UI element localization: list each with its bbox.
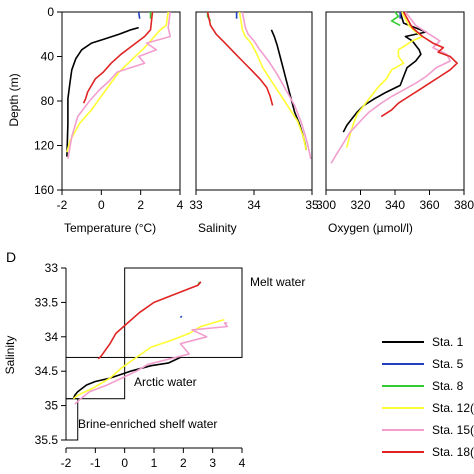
- oxygen-line-sta180: [380, 11, 458, 118]
- temperature-axis-label: Temperature (°C): [64, 221, 156, 235]
- salinity-frame: [195, 11, 313, 191]
- ts-line-sta1: [72, 356, 181, 400]
- temperature-lines: [66, 11, 171, 159]
- salinity-xtick-label: 34: [247, 198, 261, 212]
- ts-line-sta5: [179, 315, 183, 319]
- temperature-xtick-label: 2: [137, 198, 144, 212]
- ts-line-sta180: [97, 281, 202, 360]
- temperature-ytick-label: 40: [41, 50, 55, 64]
- temperature-ytick-label: 160: [34, 183, 54, 197]
- water-mass-box: [65, 356, 126, 400]
- water-mass-box: [124, 267, 243, 358]
- salinity-line-sta180: [206, 11, 274, 106]
- oxygen-xtick-label: 360: [419, 198, 439, 212]
- legend-label-sta5: Sta. 5: [432, 357, 464, 371]
- depth-axis-label: Depth (m): [7, 73, 21, 126]
- ts-ytick-label: 35.5: [35, 433, 59, 447]
- water-mass-label: Brine-enriched shelf water: [78, 417, 217, 431]
- legend-label-sta150: Sta. 15(: [432, 423, 474, 437]
- salinity-panel: Salinity 33 34 35: [189, 11, 319, 235]
- legend: Sta. 1 Sta. 5 Sta. 8 Sta. 12( Sta. 15( Sta. 1…: [382, 335, 474, 459]
- oxygen-line-sta8: [390, 11, 401, 27]
- salinity-xtick-label: 35: [305, 198, 319, 212]
- water-mass-label: Melt water: [250, 275, 305, 289]
- ts-ytick-label: 34: [45, 330, 59, 344]
- oxygen-axis-label: Oxygen (µmol/l): [328, 221, 413, 235]
- temperature-xtick-label: 4: [177, 198, 184, 212]
- ts-xtick-label: 1: [151, 456, 158, 470]
- legend-label-sta8: Sta. 8: [432, 379, 464, 393]
- water-mass-boxes: Melt water Arctic water Brine-enriched she…: [65, 267, 305, 441]
- ts-xtick-label: 3: [209, 456, 216, 470]
- ts-xtick-label: 2: [180, 456, 187, 470]
- oxygen-xtick-label: 340: [385, 198, 405, 212]
- ts-xtick-label: 0: [121, 456, 128, 470]
- ts-salinity-axis-label: Salinity: [3, 336, 17, 375]
- oxygen-ticks: 300 320 340 360 380: [316, 190, 474, 212]
- temperature-panel: Depth (m) Temperature (°C) -2 0 2 404080120…: [7, 5, 184, 235]
- temperature-line-sta150: [67, 11, 171, 159]
- temperature-line-sta180: [82, 11, 154, 104]
- temperature-line-sta1: [66, 26, 139, 157]
- panel-label-d: D: [6, 249, 16, 265]
- ts-xtick-label: -1: [90, 456, 101, 470]
- temperature-line-sta5: [137, 11, 141, 19]
- water-mass-box: [65, 398, 79, 441]
- ts-line-sta120: [72, 318, 225, 400]
- salinity-line-sta150: [241, 11, 312, 159]
- oxygen-frame: [325, 11, 465, 191]
- ts-ytick-label: 33: [45, 261, 59, 275]
- temperature-line-sta120: [66, 11, 169, 153]
- salinity-axis-label: Salinity: [198, 221, 237, 235]
- ts-ytick-label: 35: [45, 399, 59, 413]
- ts-xtick-label: -2: [61, 456, 72, 470]
- ts-line-sta150: [74, 322, 229, 405]
- temperature-ytick-label: 80: [41, 94, 55, 108]
- oxygen-line-sta120: [345, 11, 424, 148]
- legend-label-sta120: Sta. 12(: [432, 401, 474, 415]
- legend-label-sta1: Sta. 1: [432, 335, 464, 349]
- salinity-ticks: 33 34 35: [189, 190, 319, 212]
- temperature-xtick-label: -2: [57, 198, 68, 212]
- oxygen-panel: Oxygen (µmol/l) 300 320 340 360 380: [316, 11, 474, 235]
- salinity-lines: [206, 11, 312, 159]
- water-mass-label: Arctic water: [134, 375, 197, 389]
- salinity-xtick-label: 33: [189, 198, 203, 212]
- oxygen-lines: [330, 11, 458, 164]
- temperature-xtick-label: 0: [98, 198, 105, 212]
- oxygen-xtick-label: 320: [350, 198, 370, 212]
- oxygen-line-sta1: [342, 11, 427, 133]
- oxygen-xtick-label: 380: [454, 198, 474, 212]
- ts-ytick-label: 33.5: [35, 295, 59, 309]
- ts-lines: [72, 281, 229, 405]
- salinity-line-sta120: [238, 11, 307, 151]
- legend-label-sta180: Sta. 18(: [432, 445, 474, 459]
- ts-xtick-label: 4: [239, 456, 246, 470]
- ts-ytick-label: 34.5: [35, 364, 59, 378]
- oxygen-line-sta150: [330, 11, 452, 164]
- temperature-ytick-label: 120: [34, 139, 54, 153]
- oxygen-xtick-label: 300: [316, 198, 336, 212]
- temperature-ytick-label: 0: [47, 5, 54, 19]
